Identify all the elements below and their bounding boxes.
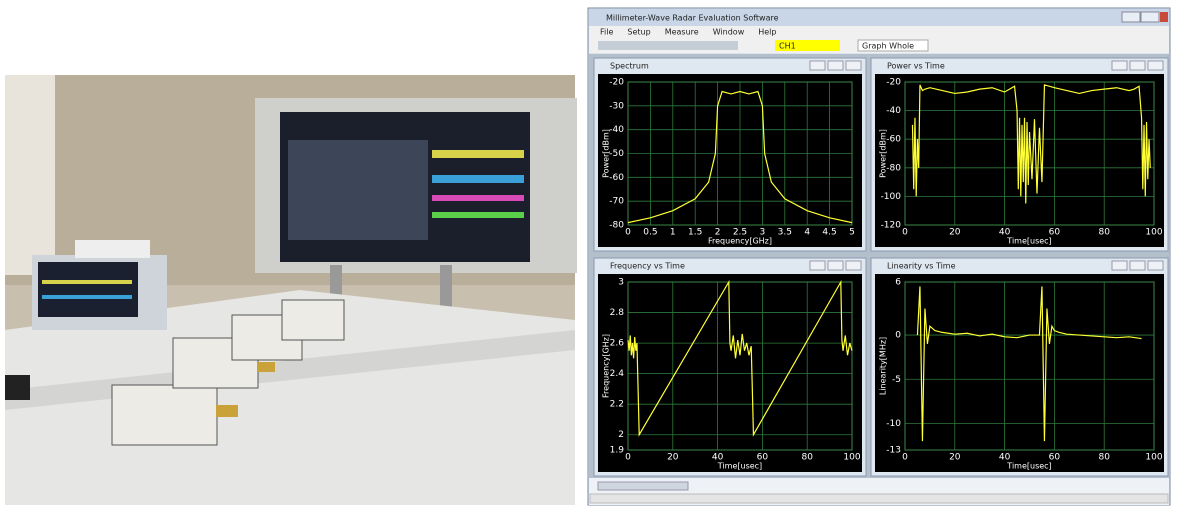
y-tick-label: -100: [881, 192, 902, 202]
panel-title: Frequency vs Time: [610, 262, 685, 271]
page: {"window": {"title": "Millimeter-Wave Ra…: [0, 0, 1186, 509]
y-tick-label: -30: [609, 101, 624, 111]
y-tick-label: -5: [892, 375, 901, 385]
close-button[interactable]: [1160, 12, 1168, 22]
panel-title: Spectrum: [610, 62, 649, 71]
x-tick-label: 0: [902, 228, 908, 238]
x-tick-label: 0: [625, 453, 631, 463]
y-tick-label: -40: [886, 106, 901, 116]
panel-close[interactable]: [846, 61, 861, 70]
y-tick-label: -20: [886, 78, 901, 88]
y-tick-label: 2.2: [610, 400, 624, 410]
menu-item[interactable]: Help: [758, 28, 776, 37]
y-axis-label: Power[dBm]: [602, 129, 611, 178]
y-tick-label: 1.9: [610, 446, 625, 456]
y-tick-label: -20: [609, 78, 624, 88]
x-axis-label: Time[usec]: [717, 462, 762, 471]
y-tick-label: -60: [609, 173, 624, 183]
y-tick-label: 2.4: [610, 369, 625, 379]
window-tabs[interactable]: [598, 482, 688, 490]
x-tick-label: 100: [1145, 453, 1162, 463]
charts: Spectrum00.511.522.533.544.55-80-70-60-5…: [594, 58, 1168, 476]
y-tick-label: -13: [886, 446, 901, 456]
menu-item[interactable]: File: [600, 28, 613, 37]
y-tick-label: -10: [886, 419, 901, 429]
x-tick-label: 0: [625, 228, 631, 238]
panel-minimize[interactable]: [1112, 261, 1127, 270]
panel-minimize[interactable]: [810, 261, 825, 270]
x-axis-label: Time[usec]: [1006, 237, 1051, 246]
y-tick-label: -70: [609, 197, 624, 207]
plot-background: [875, 274, 1164, 472]
x-axis-label: Time[usec]: [1006, 462, 1051, 471]
x-axis-label: Frequency[GHz]: [708, 237, 772, 246]
y-tick-label: -50: [609, 149, 624, 159]
panel-title: Linearity vs Time: [887, 262, 956, 271]
x-tick-label: 80: [801, 453, 813, 463]
y-axis-label: Power[dBm]: [879, 129, 888, 178]
minimize-button[interactable]: [1122, 12, 1140, 22]
toolbar-icons[interactable]: [598, 41, 738, 50]
menu-item[interactable]: Window: [713, 28, 745, 37]
x-tick-label: 1.5: [688, 228, 702, 238]
x-tick-label: 5: [849, 228, 855, 238]
panel-maximize[interactable]: [1130, 261, 1145, 270]
menu-item[interactable]: Setup: [627, 28, 650, 37]
x-tick-label: 100: [843, 453, 860, 463]
y-tick-label: 6: [895, 278, 901, 288]
y-tick-label: -80: [886, 163, 901, 173]
x-tick-label: 100: [1145, 228, 1162, 238]
x-tick-label: 80: [1098, 453, 1110, 463]
y-tick-label: -80: [609, 221, 624, 231]
y-tick-label: 2.6: [610, 339, 625, 349]
y-tick-label: 2: [618, 430, 624, 440]
scrollbar[interactable]: [590, 494, 1168, 503]
x-tick-label: 20: [949, 228, 961, 238]
y-axis-label: Linearity[MHz]: [879, 337, 888, 395]
panel-maximize[interactable]: [828, 61, 843, 70]
panel-close[interactable]: [1148, 261, 1163, 270]
y-tick-label: -120: [881, 221, 902, 231]
panel-maximize[interactable]: [1130, 61, 1145, 70]
y-tick-label: 3: [618, 278, 624, 288]
x-tick-label: 4: [804, 228, 810, 238]
window-title: Millimeter-Wave Radar Evaluation Softwar…: [606, 14, 779, 23]
y-tick-label: -40: [609, 125, 624, 135]
x-tick-label: 0: [902, 453, 908, 463]
x-tick-label: 1: [670, 228, 676, 238]
panel-close[interactable]: [1148, 61, 1163, 70]
panel-close[interactable]: [846, 261, 861, 270]
y-tick-label: -60: [886, 135, 901, 145]
view-label: Graph Whole: [862, 42, 914, 51]
panel-maximize[interactable]: [828, 261, 843, 270]
maximize-button[interactable]: [1141, 12, 1159, 22]
y-tick-label: 0: [895, 331, 901, 341]
screenshot: Millimeter-Wave Radar Evaluation Softwar…: [0, 0, 1186, 509]
panel-title: Power vs Time: [887, 62, 945, 71]
channel-label: CH1: [779, 42, 796, 51]
x-tick-label: 20: [949, 453, 961, 463]
x-tick-label: 0.5: [643, 228, 657, 238]
x-tick-label: 3.5: [778, 228, 792, 238]
y-axis-label: Frequency[GHz]: [602, 334, 611, 398]
menu-item[interactable]: Measure: [665, 28, 699, 37]
x-tick-label: 80: [1098, 228, 1110, 238]
lab-photo: [5, 75, 577, 505]
y-tick-label: 2.8: [610, 308, 625, 318]
x-tick-label: 20: [667, 453, 679, 463]
x-tick-label: 4.5: [822, 228, 836, 238]
panel-minimize[interactable]: [1112, 61, 1127, 70]
panel-minimize[interactable]: [810, 61, 825, 70]
